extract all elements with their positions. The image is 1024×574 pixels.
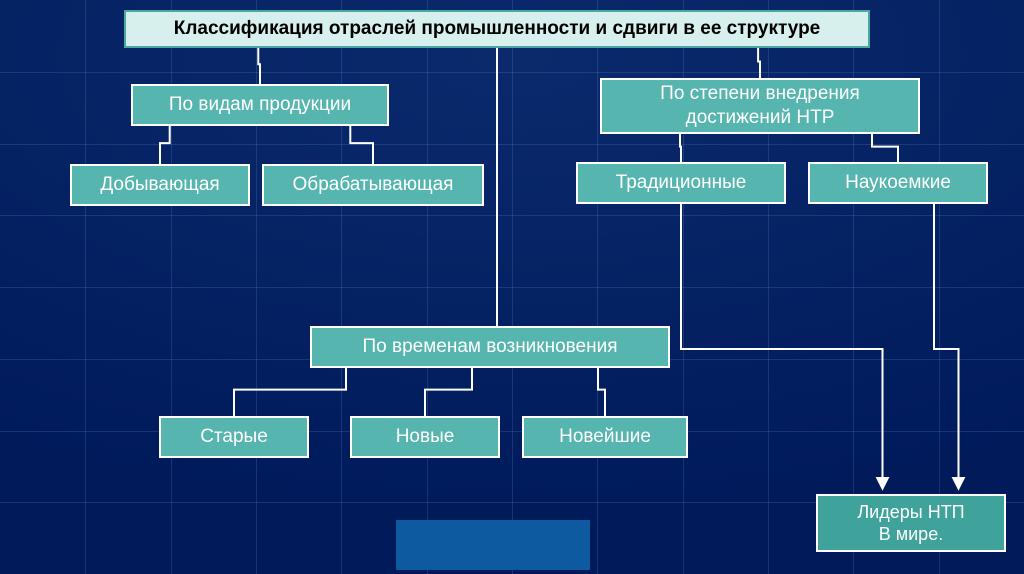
node-sci: Наукоемкие: [808, 162, 988, 204]
leaders-line2: В мире.: [857, 523, 964, 546]
node-empty: [396, 520, 590, 570]
node-proc: Обрабатывающая: [262, 164, 484, 206]
nodes-layer: Классификация отраслей промышленности и …: [0, 0, 1024, 574]
node-trad: Традиционные: [576, 162, 786, 204]
node-title: Классификация отраслей промышленности и …: [124, 10, 870, 48]
node-leaders: Лидеры НТПВ мире.: [816, 494, 1006, 552]
node-byTime: По временам возникновения: [310, 326, 670, 368]
node-mining: Добывающая: [70, 164, 250, 206]
node-new: Новые: [350, 416, 500, 458]
node-byNTR: По степени внедрения достижений НТР: [600, 78, 920, 134]
node-old: Старые: [159, 416, 309, 458]
leaders-line1: Лидеры НТП: [857, 501, 964, 524]
node-newest: Новейшие: [522, 416, 688, 458]
node-byProd: По видам продукции: [131, 84, 389, 126]
